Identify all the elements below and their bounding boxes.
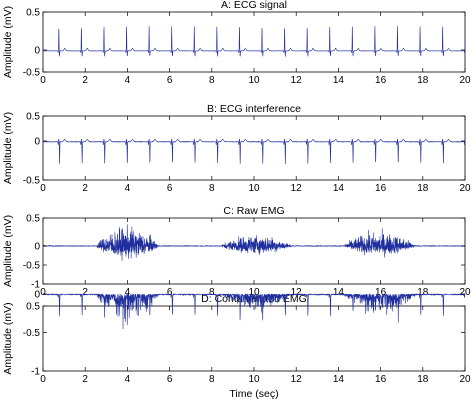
y-tick-label: -1 [31,280,40,291]
x-axis-label: Time (seç) [229,388,278,400]
x-tick-label: 2 [82,183,88,194]
signal-line [42,224,466,261]
x-tick-label: 12 [291,374,303,385]
x-tick-label: 10 [248,374,260,385]
x-tick-label: 18 [417,183,429,194]
panel-title: B: ECG interference [207,103,301,115]
y-tick-label: 0 [34,242,40,253]
x-tick-label: 12 [291,287,303,298]
x-tick-label: 4 [125,75,131,86]
x-tick-label: 4 [125,183,131,194]
y-axis-label: Amplitude (mV) [2,302,14,374]
x-tick-label: 12 [291,75,303,86]
plot-frame [42,115,466,181]
y-tick-label: 0 [34,290,40,301]
x-tick-label: 8 [209,374,215,385]
panel-c: C: Raw EMG 0 2 4 6 8 10 12 14 16 18 20 -1 -0.5 0 0.5 Amp… [2,205,471,298]
x-tick-label: 14 [333,183,345,194]
x-tick-label: 18 [417,75,429,86]
plot-frame [42,11,466,73]
x-tick-label: 10 [248,183,260,194]
signal-line [42,25,466,57]
x-tick-label: 8 [209,183,215,194]
x-tick-label: 16 [375,287,387,298]
x-tick-label: 6 [167,287,173,298]
panel-b: B: ECG interference 0 2 4 6 8 10 12 14 16 18 20 -0.5… [2,103,471,194]
y-axis-label: Amplitude (mV) [2,215,14,287]
x-tick-label: 14 [333,75,345,86]
x-tick-label: 0 [40,183,46,194]
signal-line [42,293,466,330]
x-tick-label: 20 [459,287,471,298]
x-tick-label: 20 [459,183,471,194]
x-tick-label: 2 [82,287,88,298]
panel-title: A: ECG signal [221,0,287,11]
y-axis-label: Amplitude (mV) [2,6,14,78]
x-tick-label: 16 [375,75,387,86]
x-tick-label: 12 [291,183,303,194]
x-tick-label: 0 [40,75,46,86]
x-tick-label: 18 [417,374,429,385]
y-tick-label: -0.5 [23,68,41,79]
plot-frame [42,305,466,372]
x-tick-label: 10 [248,287,260,298]
x-tick-label: 0 [40,287,46,298]
y-tick-label: 0.5 [26,8,40,19]
y-tick-label: -0.5 [23,328,41,339]
x-tick-label: 18 [417,287,429,298]
x-tick-label: 6 [167,183,173,194]
y-tick-label: 0 [34,46,40,57]
signal-line [42,138,466,165]
x-tick-label: 4 [125,374,131,385]
y-tick-label: -0.5 [23,176,41,187]
x-tick-label: 6 [167,374,173,385]
y-tick-label: 0.5 [26,112,40,123]
y-tick-label: 0 [34,137,40,148]
y-tick-label: -1 [31,367,40,378]
panel-title: C: Raw EMG [223,205,284,217]
x-tick-label: 14 [333,374,345,385]
y-tick-label: 0.5 [26,302,40,313]
x-tick-label: 0 [40,374,46,385]
x-tick-label: 10 [248,75,260,86]
x-tick-label: 16 [375,374,387,385]
y-tick-label: -0.5 [23,261,41,272]
x-tick-label: 14 [333,287,345,298]
x-tick-label: 16 [375,183,387,194]
x-tick-label: 2 [82,75,88,86]
x-tick-label: 2 [82,374,88,385]
y-tick-label: 0.5 [26,214,40,225]
x-tick-label: 6 [167,75,173,86]
x-tick-label: 20 [459,75,471,86]
x-tick-label: 8 [209,287,215,298]
y-axis-label: Amplitude (mV) [2,112,14,184]
x-tick-label: 20 [459,374,471,385]
x-tick-label: 4 [125,287,131,298]
x-tick-label: 8 [209,75,215,86]
